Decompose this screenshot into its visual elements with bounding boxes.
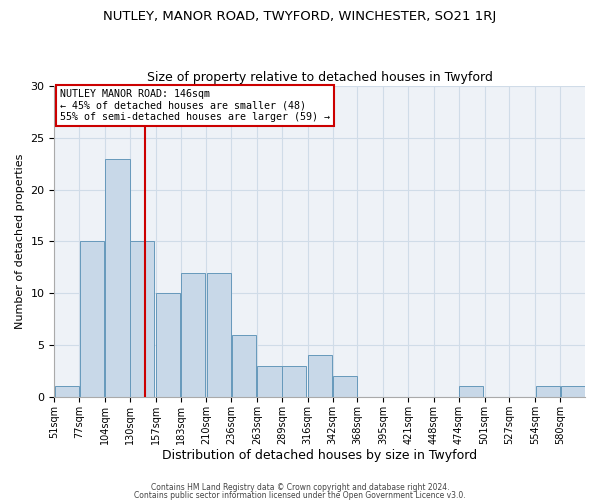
Bar <box>333 376 357 397</box>
Text: NUTLEY MANOR ROAD: 146sqm
← 45% of detached houses are smaller (48)
55% of semi-: NUTLEY MANOR ROAD: 146sqm ← 45% of detac… <box>60 89 330 122</box>
Text: Contains HM Land Registry data © Crown copyright and database right 2024.: Contains HM Land Registry data © Crown c… <box>151 484 449 492</box>
Bar <box>560 386 584 397</box>
Text: Contains public sector information licensed under the Open Government Licence v3: Contains public sector information licen… <box>134 490 466 500</box>
Bar <box>80 242 104 397</box>
Bar <box>181 272 205 397</box>
Bar <box>536 386 560 397</box>
Bar <box>106 158 130 397</box>
Bar <box>232 334 256 397</box>
Title: Size of property relative to detached houses in Twyford: Size of property relative to detached ho… <box>147 70 493 84</box>
Y-axis label: Number of detached properties: Number of detached properties <box>15 154 25 329</box>
Bar <box>308 356 332 397</box>
Bar <box>283 366 307 397</box>
Bar <box>459 386 483 397</box>
Text: NUTLEY, MANOR ROAD, TWYFORD, WINCHESTER, SO21 1RJ: NUTLEY, MANOR ROAD, TWYFORD, WINCHESTER,… <box>103 10 497 23</box>
X-axis label: Distribution of detached houses by size in Twyford: Distribution of detached houses by size … <box>162 450 477 462</box>
Bar <box>156 293 180 397</box>
Bar <box>55 386 79 397</box>
Bar <box>130 242 154 397</box>
Bar <box>257 366 281 397</box>
Bar <box>207 272 231 397</box>
